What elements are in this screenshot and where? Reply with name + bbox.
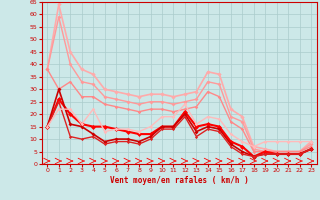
X-axis label: Vent moyen/en rafales ( km/h ): Vent moyen/en rafales ( km/h ) <box>110 176 249 185</box>
